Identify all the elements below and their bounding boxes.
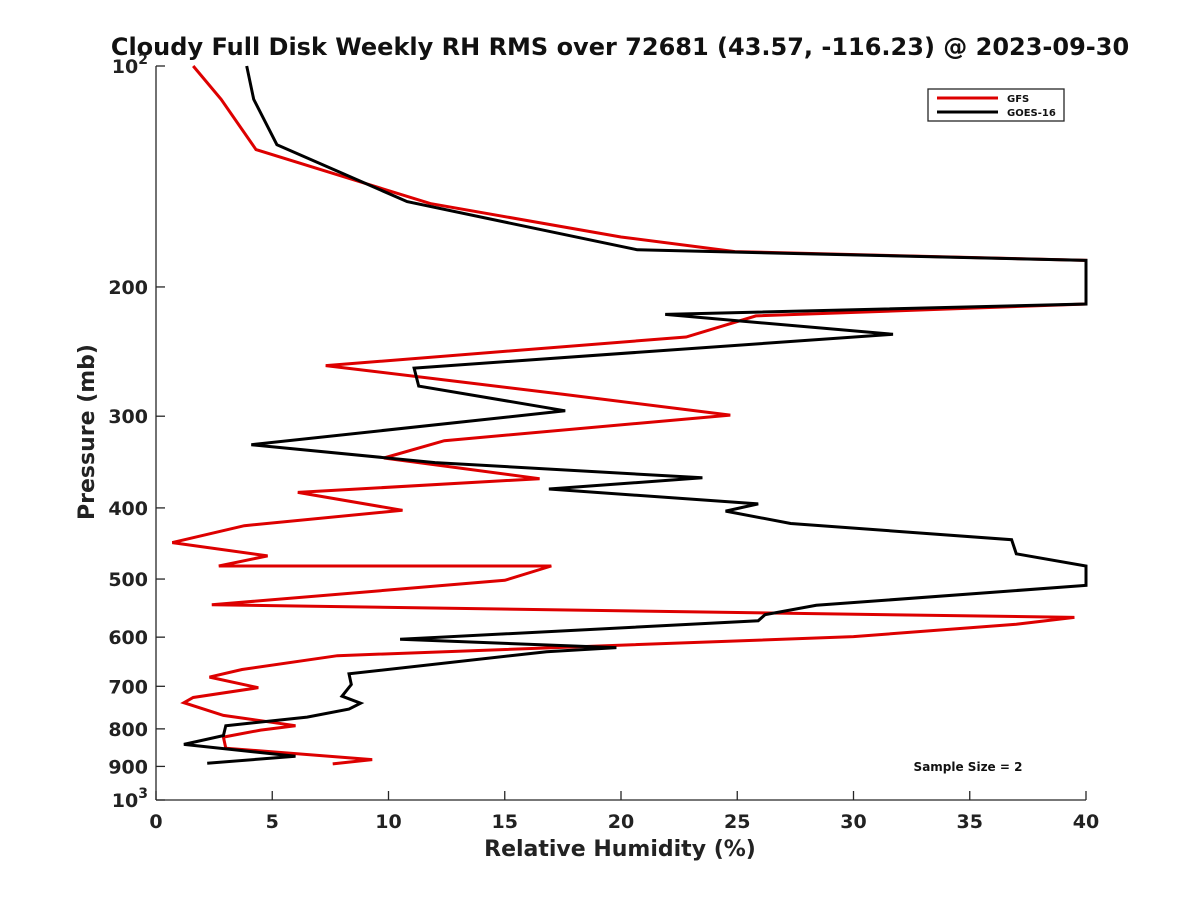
x-tick-label: 15 bbox=[492, 811, 518, 833]
y-axis-ticks: 102 200 300 400 500 600 700 800 900 103 bbox=[108, 52, 165, 812]
legend: GFS GOES-16 bbox=[927, 88, 1065, 122]
series-line-goes-16 bbox=[183, 65, 1088, 765]
legend-box bbox=[927, 88, 1065, 122]
plot-frame bbox=[155, 66, 1086, 801]
y-tick-label: 600 bbox=[108, 627, 148, 649]
y-tick-label: 200 bbox=[108, 277, 148, 299]
series-line-gfs bbox=[171, 65, 1088, 766]
x-tick-label: 40 bbox=[1073, 811, 1099, 833]
x-tick-label: 10 bbox=[375, 811, 401, 833]
y-tick-label: 900 bbox=[108, 756, 148, 778]
y-tick-label: 102 bbox=[112, 52, 148, 78]
x-tick-label: 20 bbox=[608, 811, 634, 833]
y-axis-label: Pressure (mb) bbox=[75, 344, 100, 520]
x-axis-label: Relative Humidity (%) bbox=[484, 837, 756, 862]
sample-size-annotation: Sample Size = 2 bbox=[914, 760, 1023, 774]
x-tick-label: 25 bbox=[724, 811, 750, 833]
x-tick-label: 35 bbox=[957, 811, 983, 833]
y-tick-label: 700 bbox=[108, 676, 148, 698]
y-tick-label: 300 bbox=[108, 406, 148, 428]
legend-label-goes-16: GOES-16 bbox=[1007, 108, 1056, 119]
y-tick-label: 800 bbox=[108, 719, 148, 741]
series-layer bbox=[171, 65, 1088, 766]
y-tick-label: 103 bbox=[112, 786, 148, 812]
chart-title: Cloudy Full Disk Weekly RH RMS over 7268… bbox=[111, 33, 1129, 61]
x-tick-label: 30 bbox=[840, 811, 866, 833]
x-tick-label: 0 bbox=[149, 811, 162, 833]
y-tick-label: 400 bbox=[108, 498, 148, 520]
y-tick-label: 500 bbox=[108, 569, 148, 591]
x-axis-ticks: 0 5 10 15 20 25 30 35 40 bbox=[149, 791, 1099, 833]
x-tick-label: 5 bbox=[266, 811, 279, 833]
legend-label-gfs: GFS bbox=[1007, 94, 1029, 105]
